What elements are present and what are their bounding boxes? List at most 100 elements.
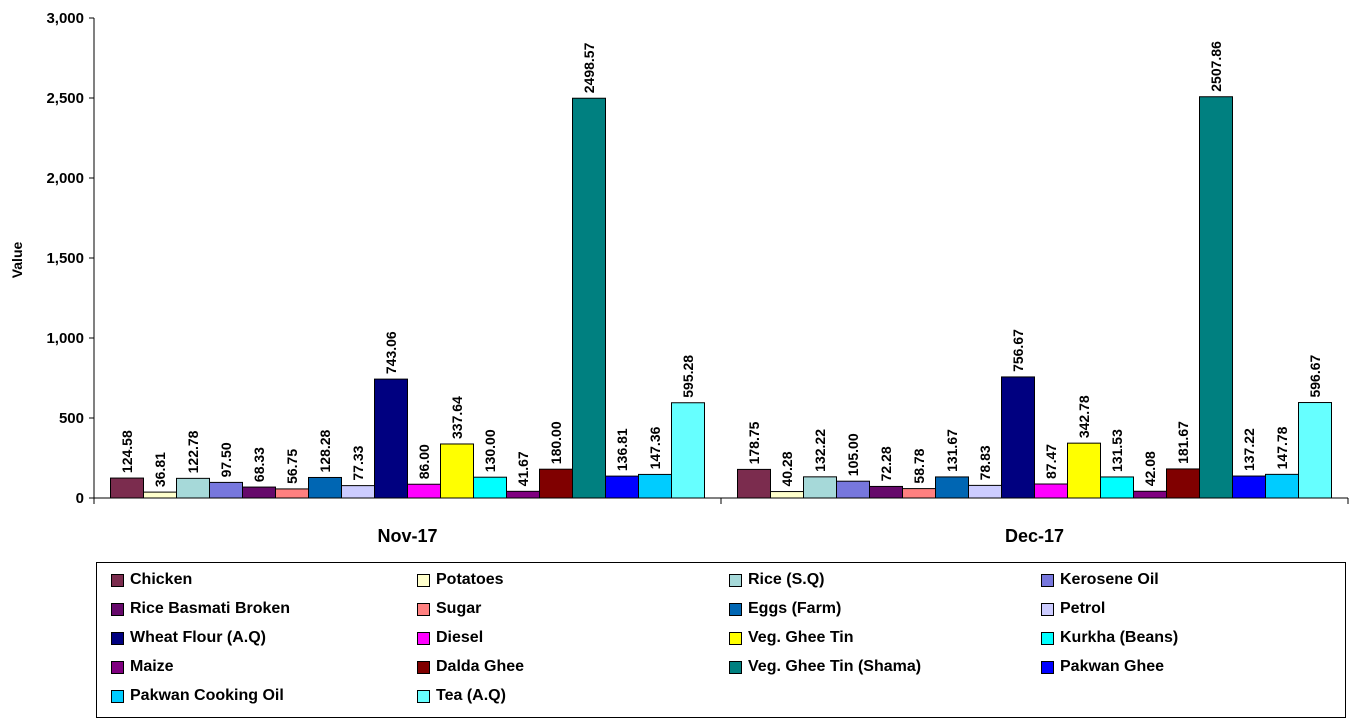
bar xyxy=(374,378,408,499)
bar xyxy=(506,490,540,499)
legend-item: Pakwan Cooking Oil xyxy=(111,685,284,707)
data-label: 131.67 xyxy=(944,429,960,472)
y-tick-label: 2,500 xyxy=(46,90,84,107)
data-label: 2507.86 xyxy=(1208,41,1224,92)
legend-item: Petrol xyxy=(1041,598,1105,620)
legend-item: Pakwan Ghee xyxy=(1041,656,1164,678)
data-label: 130.00 xyxy=(482,429,498,472)
legend-label: Maize xyxy=(130,658,174,675)
bar xyxy=(407,483,441,499)
data-label: 41.67 xyxy=(515,451,531,486)
data-label: 147.78 xyxy=(1274,426,1290,469)
bar xyxy=(1265,473,1299,499)
legend-label: Wheat Flour (A.Q) xyxy=(130,629,266,646)
data-label: 124.58 xyxy=(119,430,135,473)
data-label: 68.33 xyxy=(251,447,267,482)
legend-swatch xyxy=(1041,660,1054,674)
data-label: 105.00 xyxy=(845,433,861,476)
bar xyxy=(341,485,375,499)
legend-label: Sugar xyxy=(436,600,482,617)
data-label: 77.33 xyxy=(350,445,366,480)
bar xyxy=(836,480,870,499)
legend-item: Diesel xyxy=(417,627,483,649)
bar xyxy=(242,486,276,499)
legend-swatch xyxy=(111,602,124,616)
legend-item: Rice Basmati Broken xyxy=(111,598,290,620)
bar xyxy=(440,443,474,499)
data-label: 97.50 xyxy=(218,442,234,477)
legend-item: Veg. Ghee Tin xyxy=(729,627,854,649)
y-tick-label: 2,000 xyxy=(46,170,84,187)
bar xyxy=(671,402,705,499)
bar xyxy=(1001,376,1035,499)
legend-item: Potatoes xyxy=(417,569,504,591)
legend-label: Veg. Ghee Tin xyxy=(748,629,854,646)
legend-item: Eggs (Farm) xyxy=(729,598,841,620)
data-label: 181.67 xyxy=(1175,421,1191,464)
bar xyxy=(968,484,1002,499)
x-axis: Nov-17 Dec-17 xyxy=(93,497,1349,546)
bar xyxy=(935,476,969,499)
bar xyxy=(572,97,606,499)
data-label: 86.00 xyxy=(416,444,432,479)
x-category-label: Nov-17 xyxy=(377,526,437,546)
data-labels: 124.58 36.81 122.78 97.50 68.33 56.75 128.28 77… xyxy=(119,41,1323,487)
legend-swatch xyxy=(111,631,124,645)
legend-swatch xyxy=(729,602,742,616)
bar xyxy=(1067,442,1101,499)
bar xyxy=(1298,402,1332,499)
data-label: 132.22 xyxy=(812,429,828,472)
bar xyxy=(308,476,342,499)
bar xyxy=(1100,476,1134,499)
y-tick-label: 1,000 xyxy=(46,330,84,347)
bar xyxy=(770,491,804,499)
bar xyxy=(737,468,771,499)
legend-label: Petrol xyxy=(1060,600,1106,617)
x-category-label: Dec-17 xyxy=(1005,526,1064,546)
legend-swatch xyxy=(1041,631,1054,645)
legend-item: Sugar xyxy=(417,598,481,620)
legend-item: Veg. Ghee Tin (Shama) xyxy=(729,656,921,678)
legend-swatch xyxy=(417,602,430,616)
data-label: 56.75 xyxy=(284,449,300,484)
legend-label: Kurkha (Beans) xyxy=(1060,629,1179,646)
legend-label: Rice Basmati Broken xyxy=(130,600,291,617)
bar xyxy=(110,477,144,499)
data-label: 596.67 xyxy=(1307,354,1323,397)
bars xyxy=(110,96,1332,499)
legend-swatch xyxy=(111,573,124,587)
legend-swatch xyxy=(417,573,430,587)
legend: Chicken Potatoes Rice (S.Q) Kerosene Oil Ric… xyxy=(96,562,1346,718)
bar xyxy=(869,485,903,499)
bar xyxy=(143,491,177,499)
data-label: 122.78 xyxy=(185,430,201,473)
bar xyxy=(539,468,573,499)
bar xyxy=(275,488,309,499)
legend-swatch xyxy=(417,689,430,703)
y-axis: 0 500 1,000 1,500 2,000 2,500 3,000 xyxy=(46,10,95,507)
data-label: 595.28 xyxy=(680,355,696,398)
legend-swatch xyxy=(111,660,124,674)
data-label: 147.36 xyxy=(647,426,663,469)
legend-item: Tea (A.Q) xyxy=(417,685,506,707)
data-label: 42.08 xyxy=(1142,451,1158,486)
legend-label: Tea (A.Q) xyxy=(436,687,506,704)
legend-item: Kurkha (Beans) xyxy=(1041,627,1178,649)
data-label: 131.53 xyxy=(1109,429,1125,472)
data-label: 87.47 xyxy=(1043,444,1059,479)
data-label: 180.00 xyxy=(548,421,564,464)
legend-swatch xyxy=(729,631,742,645)
bar xyxy=(1199,96,1233,499)
legend-swatch xyxy=(1041,602,1054,616)
legend-swatch xyxy=(729,660,742,674)
data-label: 78.83 xyxy=(977,445,993,480)
legend-item: Chicken xyxy=(111,569,192,591)
legend-swatch xyxy=(417,660,430,674)
bar xyxy=(1034,483,1068,499)
bar xyxy=(803,476,837,499)
y-tick-label: 500 xyxy=(59,410,84,427)
bar xyxy=(1133,490,1167,499)
data-label: 72.28 xyxy=(878,446,894,481)
bar xyxy=(605,475,639,499)
legend-swatch xyxy=(729,573,742,587)
